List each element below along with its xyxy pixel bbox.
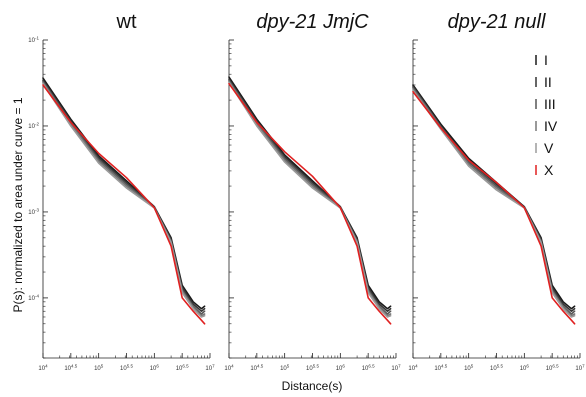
x-tick-label: 106 [520, 364, 530, 373]
y-tick-label: 10-2 [28, 121, 39, 130]
panel-title: wt [116, 11, 137, 33]
x-tick-label: 105 [94, 364, 104, 373]
x-tick-label: 106.5 [176, 364, 189, 373]
x-tick-label: 105.5 [306, 364, 319, 373]
panels: wt 10-1 10-2 10-3 10-4 104 104.5 105 105.5 106 106… [28, 11, 585, 372]
x-tick-label: 104.5 [250, 364, 263, 373]
x-tick-label: 105 [280, 364, 290, 373]
x-axis-title: Distance(s) [282, 379, 343, 393]
x-tick-label: 104.5 [64, 364, 77, 373]
y-axis-title: P(s): normalized to area under curve = 1 [11, 97, 25, 312]
legend-label-ii: II [544, 74, 552, 90]
x-tick-label: 106.5 [362, 364, 375, 373]
legend-label-iv: IV [544, 118, 558, 134]
x-tick-label: 104 [224, 364, 234, 373]
y-tick-label: 10-1 [28, 36, 39, 45]
x-tick-label: 107 [205, 364, 215, 373]
panel-2: dpy-21 JmjC 104 104.5 105 105.5 106 106.5 107 [224, 11, 401, 372]
panel-3: dpy-21 null 104 104.5 105 105.5 106 106.5 107 [408, 11, 585, 372]
series-line-ii [42, 79, 206, 313]
series-line-x [412, 91, 576, 325]
x-tick-label: 106 [336, 364, 346, 373]
legend-label-i: I [544, 52, 548, 68]
x-tick-label: 104 [38, 364, 48, 373]
series-line-i [228, 76, 392, 310]
legend-label-iii: III [544, 96, 556, 112]
x-tick-label: 104.5 [434, 364, 447, 373]
panel-1: wt 10-1 10-2 10-3 10-4 104 104.5 105 105.5 106 106… [28, 11, 215, 372]
series-line-i [42, 77, 206, 310]
x-tick-label: 105 [464, 364, 474, 373]
x-tick-label: 104 [408, 364, 418, 373]
x-tick-label: 107 [391, 364, 401, 373]
x-tick-label: 107 [575, 364, 585, 373]
y-tick-label: 10-3 [28, 207, 39, 216]
y-tick-label: 10-4 [28, 293, 39, 302]
panel-title: dpy-21 null [448, 11, 546, 33]
x-tick-label: 106.5 [546, 364, 559, 373]
x-tick-label: 105.5 [490, 364, 503, 373]
panel-title: dpy-21 JmjC [256, 11, 369, 33]
series-line-x [42, 84, 206, 325]
series-line-x [228, 82, 392, 325]
x-tick-label: 105.5 [120, 364, 133, 373]
legend-label-x: X [544, 162, 554, 178]
x-tick-label: 106 [150, 364, 160, 373]
legend-label-v: V [544, 140, 554, 156]
